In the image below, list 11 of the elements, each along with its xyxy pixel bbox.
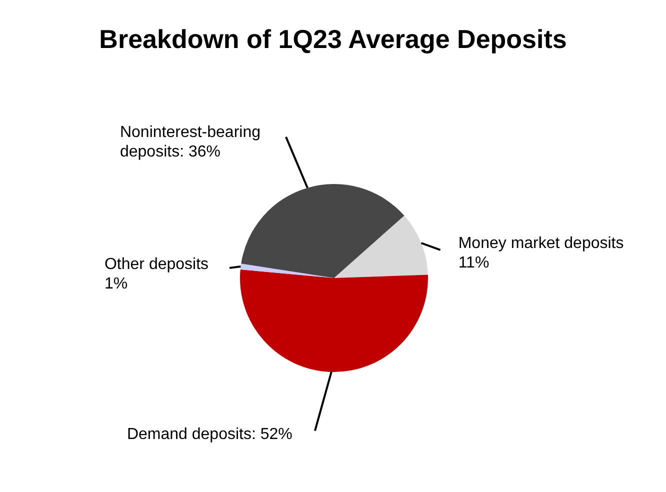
data-label: 11%	[458, 254, 490, 272]
slice-label: Money market deposits	[458, 234, 624, 252]
slice-label: Demand deposits: 52%	[126, 426, 292, 443]
pie-slice	[240, 269, 428, 372]
slice-label: Noninterest-bearing deposits: 36%	[120, 124, 261, 160]
pie-slice	[334, 216, 428, 278]
pie-slice	[241, 184, 404, 278]
slice-label: Other deposits	[104, 256, 209, 273]
chart-title: Breakdown of 1Q23 Average Deposits	[99, 24, 567, 54]
data-label: 1%	[104, 275, 128, 292]
pie-slice	[240, 264, 334, 278]
